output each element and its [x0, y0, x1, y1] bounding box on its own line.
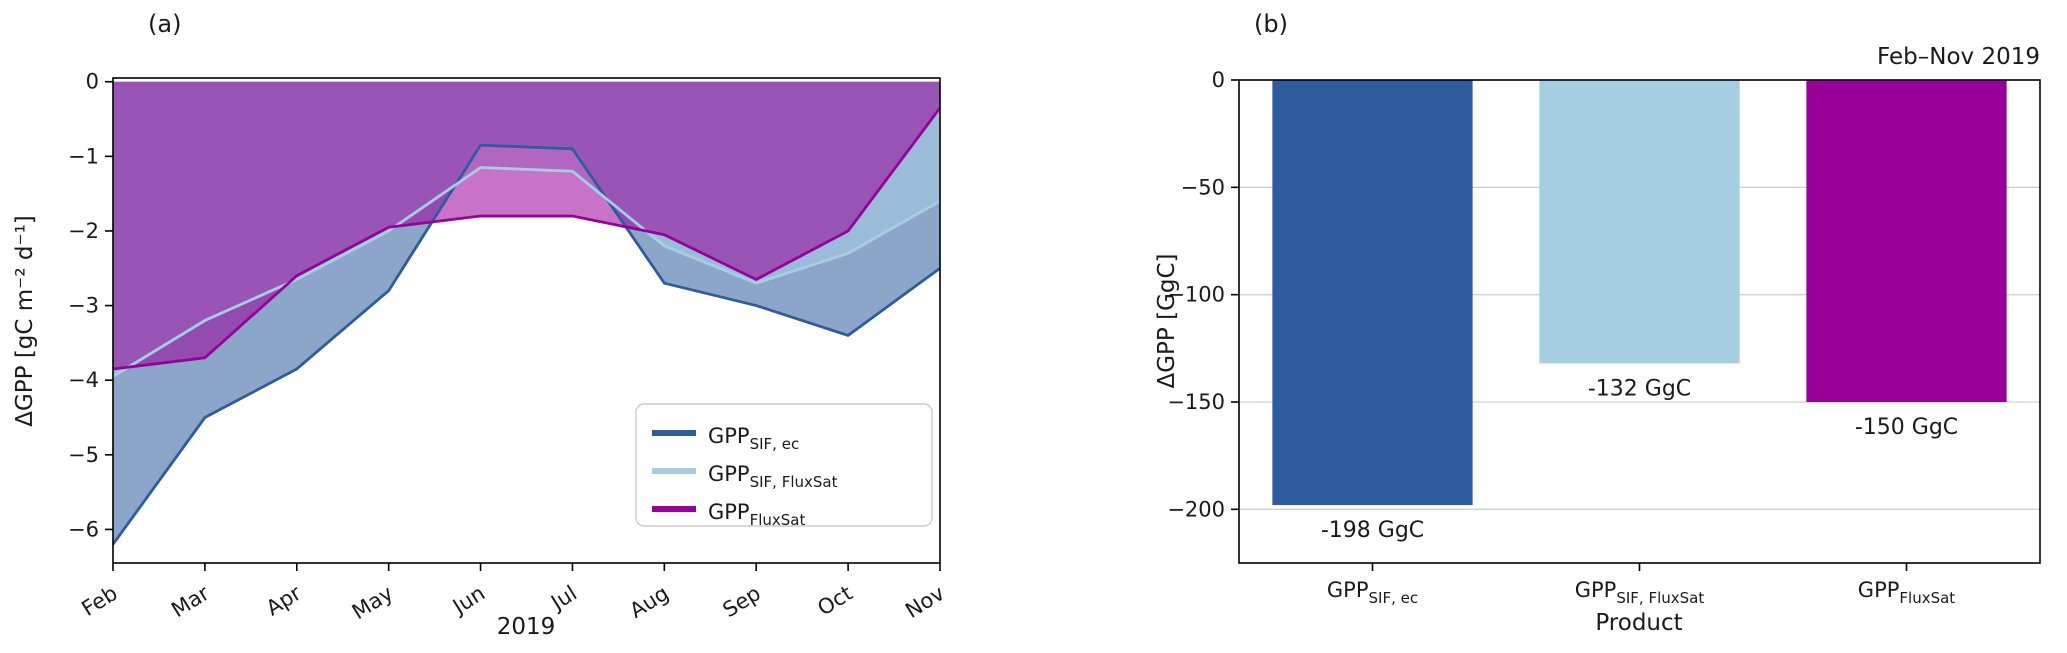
y-tick-label: 0: [1212, 68, 1225, 92]
legend-label-fluxsat: GPPFluxSat: [708, 500, 806, 529]
legend-label-sif-ec: GPPSIF, ec: [708, 424, 799, 453]
y-tick-label: −150: [1167, 390, 1225, 414]
y-tick-label: −1: [68, 144, 99, 168]
legend-label-sif-fluxsat: GPPSIF, FluxSat: [708, 462, 838, 491]
series-line: [111, 143, 941, 546]
plot-frame: [112, 77, 941, 564]
y-tick-label: −4: [68, 368, 99, 392]
panel-a-label: (a): [148, 10, 181, 38]
x-category-label: GPPSIF, ec: [1327, 578, 1418, 607]
legend-swatch-sif-fluxsat: [652, 468, 696, 474]
area-fill: [113, 81, 940, 369]
panel-a-plot: 0 −1 −2 −3 −4 −5 −6 Feb Mar Apr May Jun Jul Aug Sep Oct…: [68, 70, 949, 625]
series-line: [112, 107, 942, 371]
y-tick-label: −2: [68, 219, 99, 243]
panel-b-plot: -198 GgC -132 GgC -150 GgC 0 −50 −100 −150 −200…: [1167, 68, 2041, 607]
panel-b-label: (b): [1254, 10, 1288, 38]
x-tick-label: May: [348, 581, 398, 624]
bar: [1272, 80, 1473, 506]
panel-a-x-axis-label: 2019: [497, 614, 556, 640]
bar-value-label: -198 GgC: [1321, 518, 1424, 543]
y-tick-label: −5: [68, 443, 99, 467]
x-tick-label: Nov: [901, 581, 948, 623]
y-tick-label: −3: [68, 294, 99, 318]
x-tick-label: Sep: [719, 581, 765, 622]
panel-b-x-axis-label: Product: [1595, 610, 1682, 636]
y-tick-label: 0: [86, 70, 99, 94]
x-category-label: GPPSIF, FluxSat: [1575, 578, 1705, 607]
y-tick-label: −6: [68, 517, 99, 541]
panel-b-y-axis-label: ΔGPP [GgC]: [1154, 253, 1180, 388]
bar-value-label: -150 GgC: [1855, 415, 1958, 440]
series-line: [112, 166, 941, 378]
y-tick-label: −100: [1167, 283, 1225, 307]
x-tick-label: Feb: [77, 581, 121, 621]
panel-b-title: Feb–Nov 2019: [1877, 44, 2040, 70]
panel-a-y-axis-label: ΔGPP [gC m⁻² d⁻¹]: [12, 215, 38, 427]
legend-swatch-sif-ec: [652, 430, 696, 436]
bar-value-label: -132 GgC: [1588, 376, 1691, 401]
legend: GPPSIF, ec GPPSIF, FluxSat GPPFluxSat: [635, 403, 933, 529]
x-tick-label: Mar: [167, 581, 214, 623]
x-tick-label: Apr: [262, 581, 306, 621]
y-tick-label: −200: [1167, 497, 1225, 521]
x-tick-label: Aug: [625, 581, 673, 623]
x-tick-label: Jul: [545, 581, 581, 616]
x-category-label: GPPFluxSat: [1858, 578, 1956, 607]
x-tick-label: Jun: [447, 581, 489, 620]
bar: [1539, 80, 1740, 364]
y-tick-label: −50: [1181, 175, 1225, 199]
legend-box: [635, 403, 933, 527]
legend-swatch-fluxsat: [652, 506, 696, 512]
bar: [1806, 80, 2007, 402]
x-tick-label: Oct: [813, 581, 857, 621]
